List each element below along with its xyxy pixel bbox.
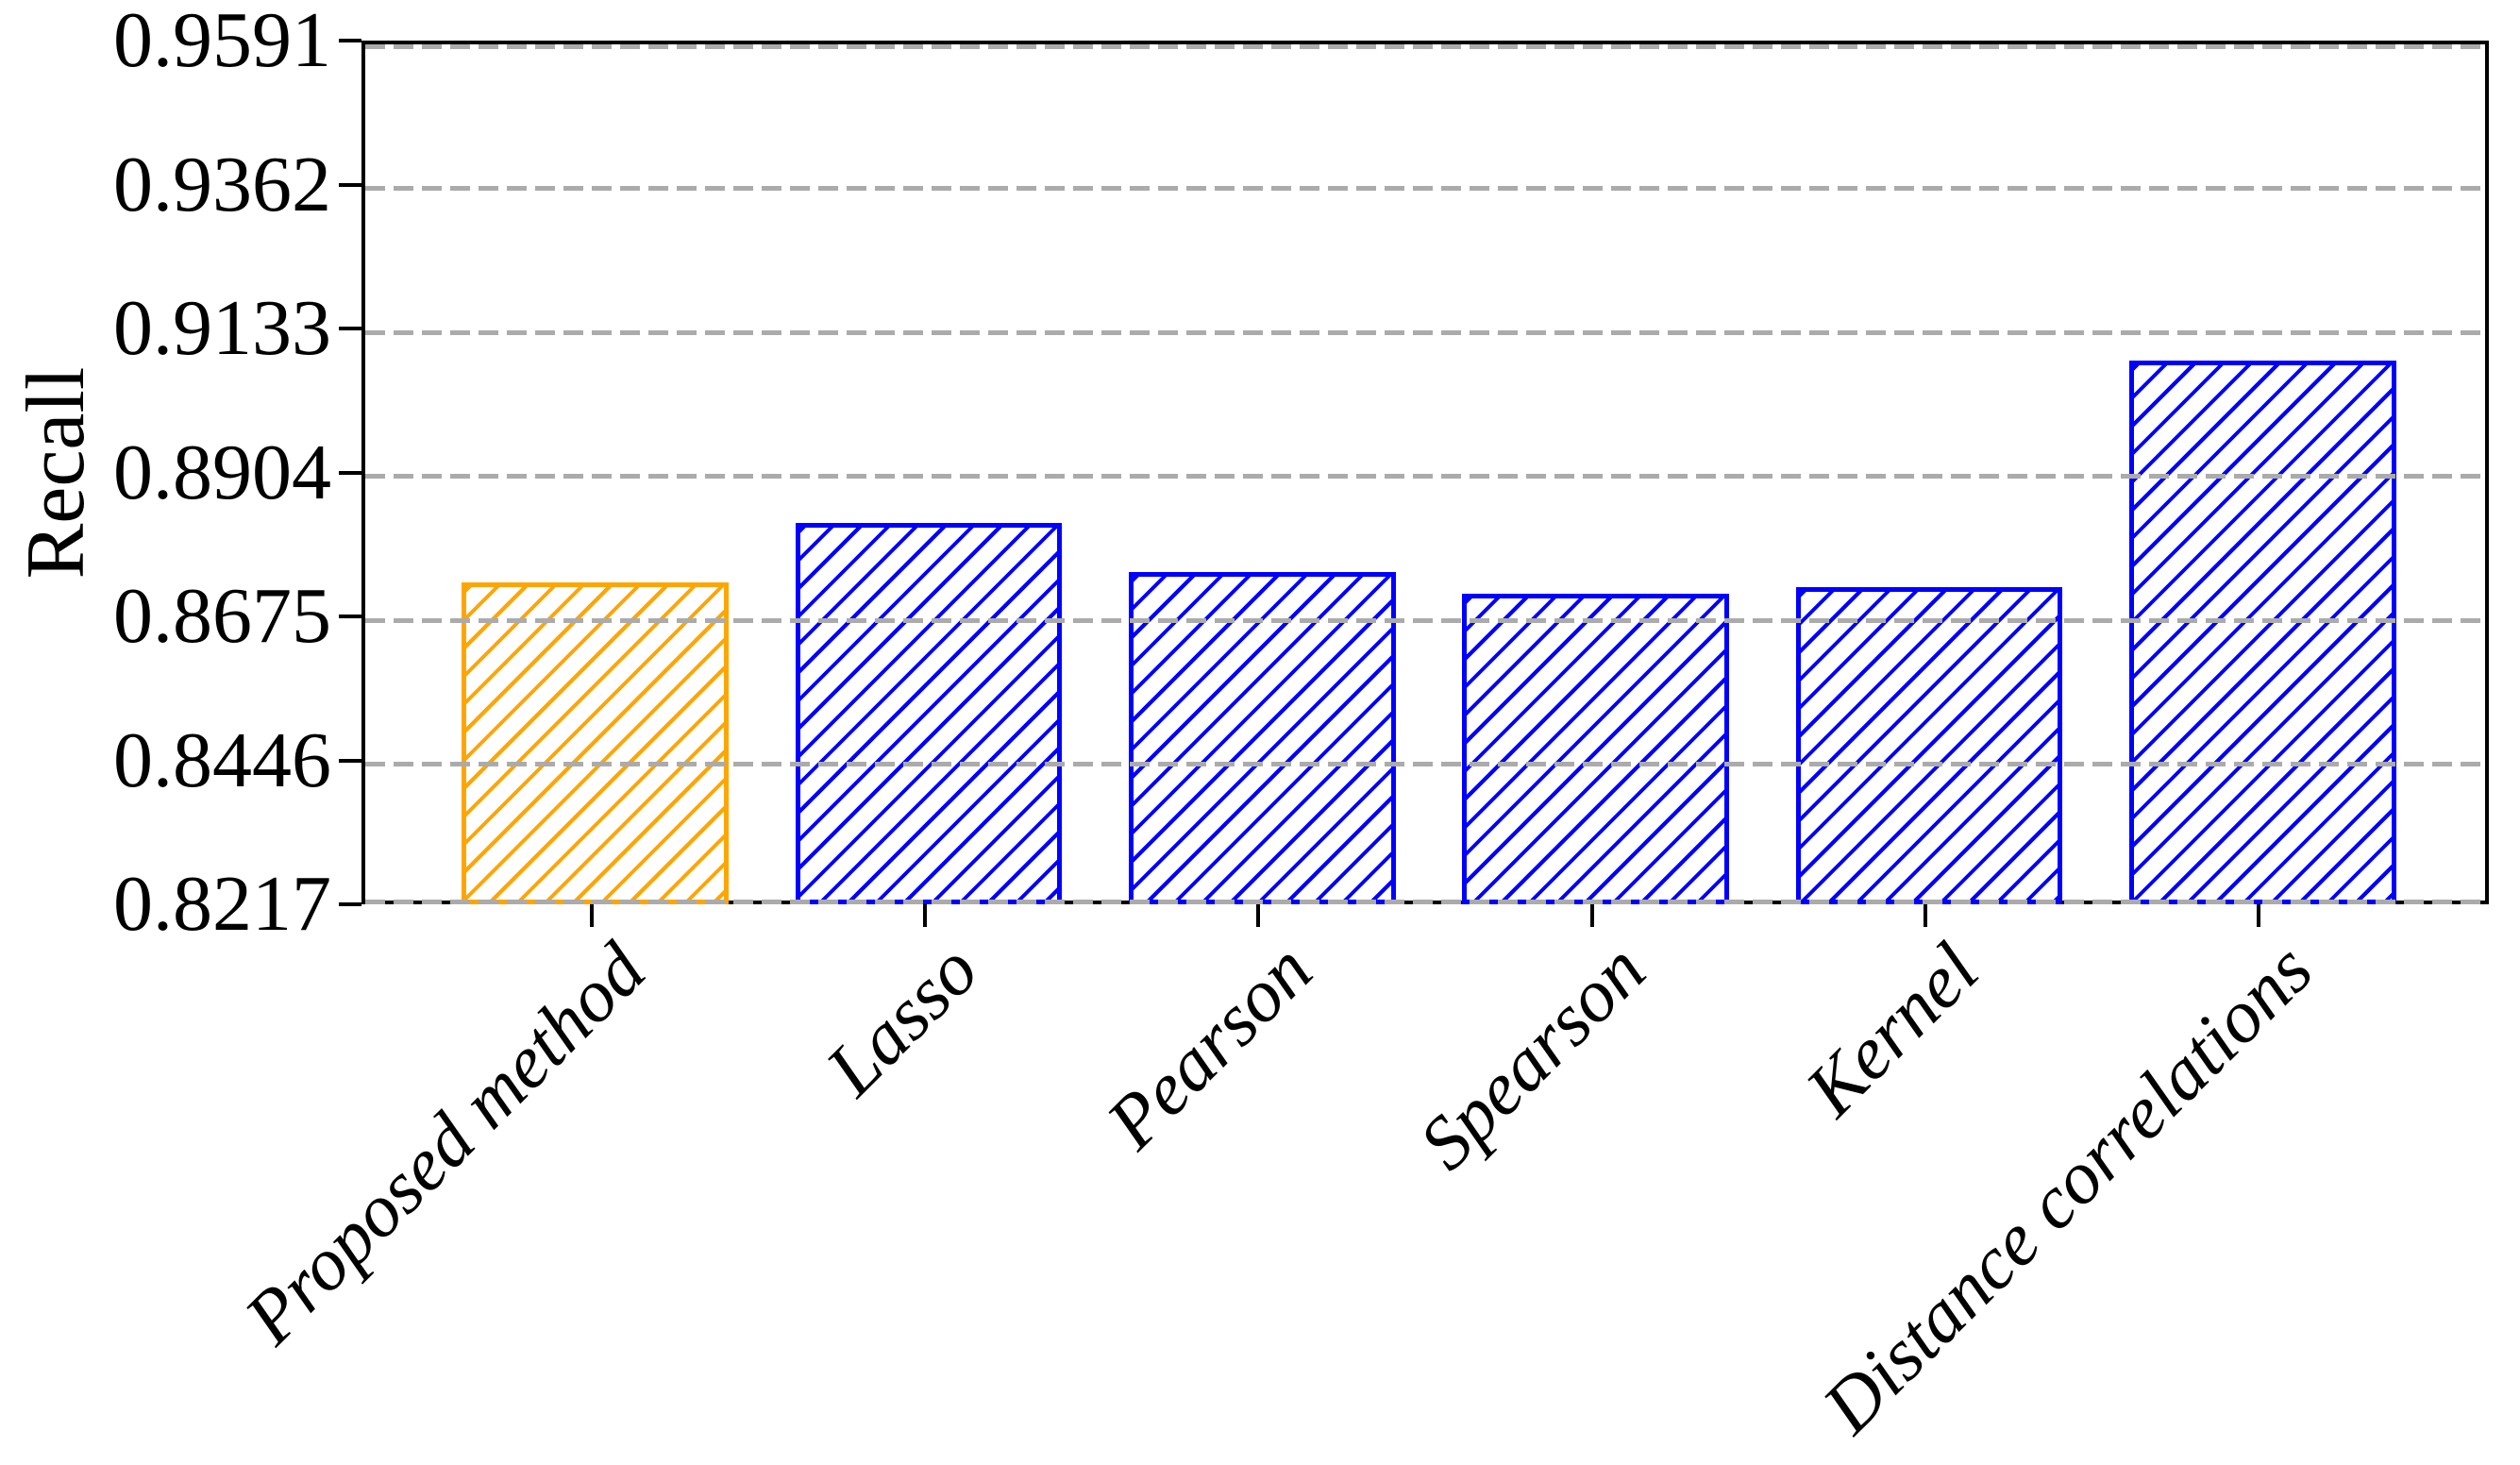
- x-tick-label: Pearson: [1090, 928, 1328, 1165]
- y-tick: [339, 758, 361, 763]
- y-tick: [339, 902, 361, 906]
- bar-kernel: [1795, 586, 2063, 904]
- bar-lasso: [795, 522, 1063, 904]
- x-tick: [2257, 904, 2261, 927]
- y-tick-label: 0.8217: [113, 860, 331, 948]
- y-tick: [339, 327, 361, 330]
- x-tick: [923, 904, 928, 927]
- gridline: [365, 329, 2485, 335]
- gridline: [365, 44, 2485, 49]
- x-tick-label: Lasso: [811, 928, 995, 1112]
- gridline: [365, 762, 2485, 766]
- x-tick-label: Spearson: [1403, 928, 1662, 1186]
- x-tick: [1923, 904, 1927, 927]
- x-tick: [1589, 904, 1594, 927]
- plot-area: [361, 41, 2489, 904]
- y-tick: [339, 615, 361, 618]
- y-tick: [339, 39, 361, 42]
- y-tick-label: 0.9133: [113, 284, 331, 372]
- bar-spearson: [1462, 594, 1729, 904]
- y-tick: [339, 470, 361, 475]
- gridline: [365, 617, 2485, 623]
- bar-distance-correlations: [2128, 360, 2396, 904]
- gridline: [365, 186, 2485, 191]
- y-tick-label: 0.8904: [113, 428, 331, 516]
- bar-proposed-method: [462, 582, 730, 904]
- gridline: [365, 900, 2485, 904]
- x-tick-label: Proposed method: [228, 928, 662, 1360]
- x-tick: [589, 904, 594, 927]
- y-axis-label: Recall: [10, 366, 102, 579]
- y-tick-label: 0.8446: [113, 716, 331, 804]
- x-tick: [1256, 904, 1261, 927]
- x-tick-label: Kernel: [1790, 928, 1995, 1133]
- y-tick: [339, 182, 361, 187]
- gridline: [365, 474, 2485, 479]
- y-tick-label: 0.9591: [113, 0, 331, 84]
- y-tick-label: 0.9362: [113, 140, 331, 228]
- y-tick-label: 0.8675: [113, 572, 331, 660]
